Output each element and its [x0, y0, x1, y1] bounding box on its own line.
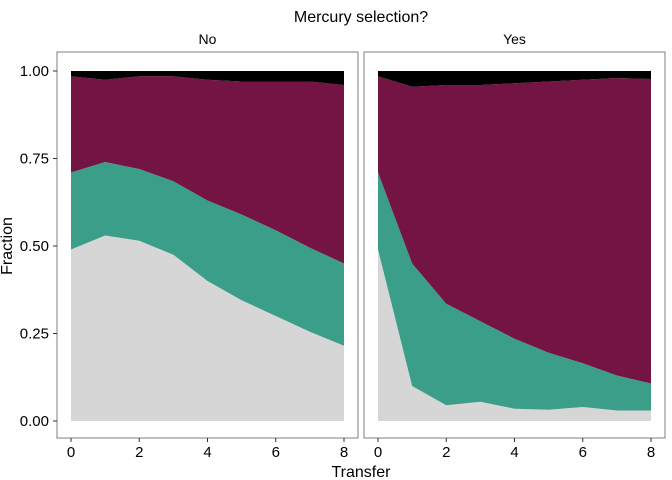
- area-series-1: [378, 172, 651, 411]
- x-tick-label: 6: [272, 444, 280, 461]
- y-tick-label: 0.25: [20, 326, 49, 343]
- area-series-0: [71, 235, 344, 421]
- panel-no: No 0 2 4 6 8 0.00 0.25 0.50 0.75 1.00: [20, 31, 359, 461]
- x-axis-label: Transfer: [332, 464, 392, 480]
- area-series-0: [378, 249, 651, 421]
- area-series-2: [378, 76, 651, 384]
- area-series-3: [71, 71, 344, 85]
- x-tick-label: 8: [340, 444, 348, 461]
- y-tick-label: 1.00: [20, 63, 49, 80]
- x-tick-label: 0: [374, 444, 382, 461]
- y-tick-label: 0.75: [20, 151, 49, 168]
- strip-label: Yes: [503, 31, 526, 47]
- x-tick-label: 4: [510, 444, 518, 461]
- area-series-2: [71, 76, 344, 264]
- y-axis-label: Fraction: [0, 217, 16, 275]
- area-series-1: [71, 162, 344, 346]
- x-tick-label: 2: [442, 444, 450, 461]
- x-tick-label: 2: [135, 444, 143, 461]
- x-tick-label: 6: [579, 444, 587, 461]
- x-tick-label: 8: [647, 444, 655, 461]
- chart-title: Mercury selection?: [294, 9, 428, 26]
- strip-label: No: [199, 31, 217, 47]
- x-tick-label: 0: [67, 444, 75, 461]
- area-series-3: [378, 71, 651, 87]
- panel-yes: Yes 0 2 4 6 8: [363, 31, 666, 461]
- y-tick-label: 0.00: [20, 413, 49, 430]
- panels: No 0 2 4 6 8 0.00 0.25 0.50 0.75 1.00 Yes 0 2 4 6 8: [20, 31, 666, 461]
- y-tick-label: 0.50: [20, 238, 49, 255]
- x-tick-label: 4: [203, 444, 211, 461]
